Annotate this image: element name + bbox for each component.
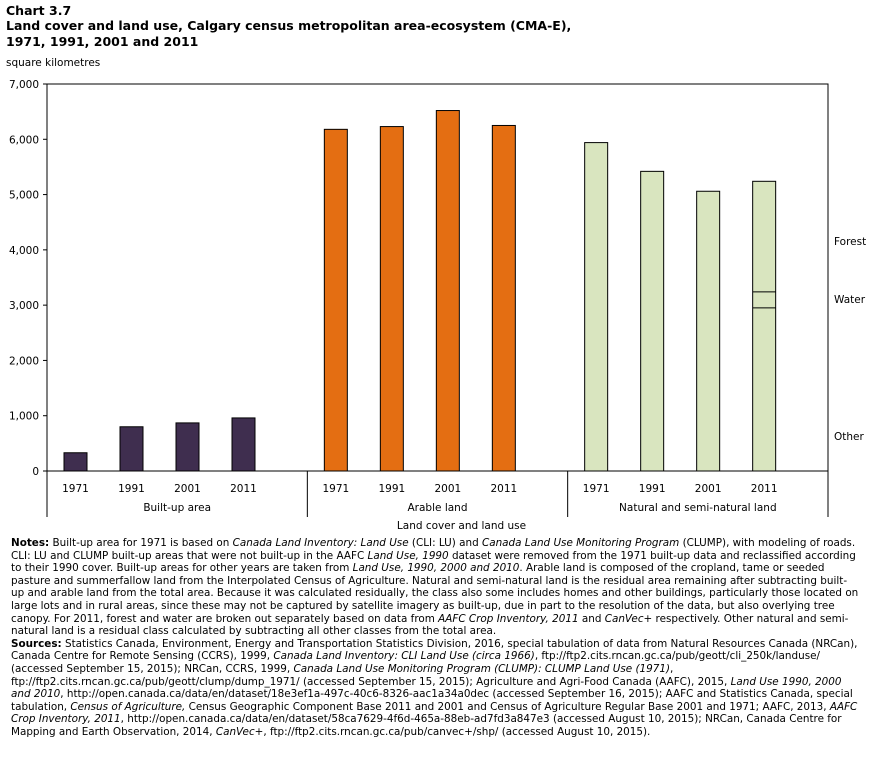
text-segment-8: Census Geographic Component Base 2011 an… — [185, 700, 830, 713]
italic-ref-9: AAFC Crop Inventory, 2011 — [11, 700, 858, 726]
bar-1971-0 — [63, 452, 88, 472]
x-tick-label: 2001 — [174, 483, 201, 495]
notes-section: Notes: Built-up area for 1971 is based o… — [11, 537, 859, 739]
chart-title: Land cover and land use, Calgary census … — [6, 18, 572, 49]
group-label: Arable land — [408, 502, 468, 514]
bar-1971-1 — [323, 128, 348, 472]
x-tick-label: 1991 — [378, 483, 405, 495]
bar-1991-2 — [640, 170, 665, 472]
chart-header: Chart 3.7 Land cover and land use, Calga… — [6, 3, 866, 49]
text-segment-0: Built-up area for 1971 is based on — [49, 537, 233, 549]
bar-1991-0 — [119, 426, 144, 472]
italic-ref-3: Canada Land Use Monitoring Program — [481, 537, 680, 549]
text-segment-2: (CLI: LU) and — [408, 537, 482, 549]
text-segment-6: dataset were removed from the 1971 built… — [11, 549, 856, 575]
text-segment-12: respectively. Other natural and semi-nat… — [11, 612, 849, 638]
italic-ref-1: Canada Land Inventory: CLI Land Use (cir… — [273, 650, 535, 663]
text-segment-6: , http://open.canada.ca/data/en/dataset/… — [11, 688, 853, 713]
x-tick-label: 1971 — [322, 483, 349, 495]
x-tick-label: 1991 — [118, 483, 145, 495]
y-tick-label: 4,000 — [9, 245, 39, 257]
y-tick-label: 5,000 — [9, 190, 39, 202]
y-tick-label: 0 — [32, 466, 39, 478]
italic-ref-3: Canada Land Use Monitoring Program (CLUM… — [293, 662, 671, 675]
text-segment-8: . Arable land is composed of the croplan… — [11, 562, 859, 625]
y-tick-label: 7,000 — [9, 79, 39, 91]
x-tick-label: 2011 — [751, 483, 778, 495]
x-tick-label: 2001 — [434, 483, 461, 495]
bar-2001-2 — [696, 190, 721, 472]
bar-2001-1 — [435, 110, 460, 472]
bar-chart: 0 1,000 2,000 3,000 4,000 5,000 6,000 7,000 1971… — [9, 79, 866, 532]
y-tick-label: 6,000 — [9, 134, 39, 146]
italic-ref-5: Land Use, 1990 — [367, 549, 449, 562]
text-segment-10: and — [578, 612, 605, 625]
bar-2001-0 — [175, 422, 200, 472]
y-tick-label: 2,000 — [9, 355, 39, 367]
x-tick-label: 1991 — [639, 483, 666, 495]
notes-body: Built-up area for 1971 is based on Canad… — [11, 537, 858, 637]
x-axis-title: Land cover and land use — [397, 520, 526, 532]
italic-ref-1: Canada Land Inventory: Land Use — [232, 537, 409, 549]
italic-ref-5: Land Use 1990, 2000 and 2010 — [11, 675, 842, 701]
text-segment-0: Statistics Canada, Environment, Energy a… — [11, 637, 858, 663]
text-segment-2: , ftp://ftp2.cits.rncan.gc.ca/pub/geott/… — [11, 650, 820, 675]
chart-number: Chart 3.7 — [6, 3, 72, 18]
text-segment-4: , ftp://ftp2.cits.rncan.gc.ca/pub/geott/… — [11, 662, 731, 688]
text-segment-12: , ftp://ftp2.cits.rncan.gc.ca/pub/canvec… — [263, 725, 651, 738]
italic-ref-7: Land Use, 1990, 2000 and 2010 — [352, 562, 520, 575]
sources-paragraph: Sources: Statistics Canada, Environment,… — [11, 638, 859, 739]
bar-1991-1 — [379, 126, 404, 472]
notes-label: Notes: — [11, 537, 50, 549]
stack-label-water: Water — [834, 294, 866, 306]
bar-1971-2 — [584, 142, 609, 472]
y-tick-label: 3,000 — [9, 300, 39, 312]
group-label: Built-up area — [143, 502, 211, 514]
x-tick-label: 2001 — [695, 483, 722, 495]
bar-2011-0 — [231, 417, 256, 472]
x-tick-label: 1971 — [583, 483, 610, 495]
x-tick-label: 1971 — [62, 483, 89, 495]
sources-body: Statistics Canada, Environment, Energy a… — [11, 638, 857, 738]
y-axis-unit: square kilometres — [6, 57, 101, 69]
italic-ref-11: CanVec+ — [604, 612, 653, 625]
text-segment-4: (CLUMP), with modeling of roads. CLI: LU… — [11, 537, 856, 562]
italic-ref-9: AAFC Crop Inventory, 2011 — [438, 612, 579, 625]
bar-2011-2 — [752, 180, 777, 472]
x-tick-label: 2011 — [230, 483, 257, 495]
sources-label: Sources: — [11, 637, 62, 650]
stack-label-forest: Forest — [834, 236, 866, 248]
bar-2011-1 — [491, 124, 516, 472]
notes-paragraph: Notes: Built-up area for 1971 is based o… — [11, 537, 859, 638]
x-tick-label: 2011 — [490, 483, 517, 495]
y-tick-label: 1,000 — [9, 411, 39, 423]
italic-ref-7: Census of Agriculture, — [70, 700, 186, 713]
stack-label-other: Other — [834, 431, 864, 443]
text-segment-10: , http://open.canada.ca/data/en/dataset/… — [11, 713, 842, 738]
group-label: Natural and semi-natural land — [619, 502, 777, 514]
italic-ref-11: CanVec+ — [215, 725, 264, 738]
